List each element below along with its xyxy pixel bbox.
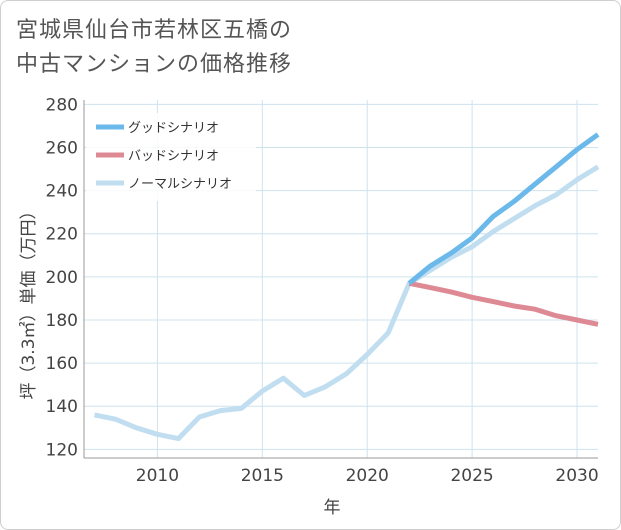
legend-label-bad: バッドシナリオ: [128, 149, 219, 164]
legend-label-good: グッドシナリオ: [128, 121, 219, 136]
series-line-bad: [408, 280, 599, 327]
x-tick-label: 2015: [241, 466, 284, 486]
chart-title: 宮城県仙台市若林区五橋の 中古マンションの価格推移: [16, 14, 536, 82]
chart-title-line-1: 宮城県仙台市若林区五橋の: [16, 18, 293, 43]
chart-title-line-2: 中古マンションの価格推移: [16, 52, 293, 77]
y-tick-label: 220: [46, 225, 78, 245]
y-tick-label: 180: [46, 311, 78, 331]
y-tick-label: 160: [46, 354, 78, 374]
x-axis-label: 年: [324, 498, 341, 518]
x-tick-label: 2025: [450, 466, 493, 486]
y-tick-label: 240: [46, 182, 78, 202]
y-tick-label: 120: [46, 440, 78, 460]
y-axis-label: 坪（3.3㎡）単価（万円）: [19, 202, 39, 399]
x-tick-label: 2030: [555, 466, 598, 486]
legend-label-normal: ノーマルシナリオ: [128, 177, 232, 192]
y-tick-label: 260: [46, 138, 78, 158]
y-axis-ticks: 120 140 160 180 200 220 240 260 280: [46, 95, 78, 460]
series-line-normal: [93, 164, 600, 442]
data-series: [93, 132, 600, 442]
plot-border: [83, 100, 598, 459]
x-tick-label: 2010: [136, 466, 179, 486]
series-line-good: [407, 132, 600, 286]
y-tick-label: 140: [46, 397, 78, 417]
y-tick-label: 280: [46, 95, 78, 115]
y-tick-label: 200: [46, 268, 78, 288]
x-axis-ticks: 2010 2015 2020 2025 2030: [136, 466, 599, 486]
x-tick-label: 2020: [346, 466, 389, 486]
